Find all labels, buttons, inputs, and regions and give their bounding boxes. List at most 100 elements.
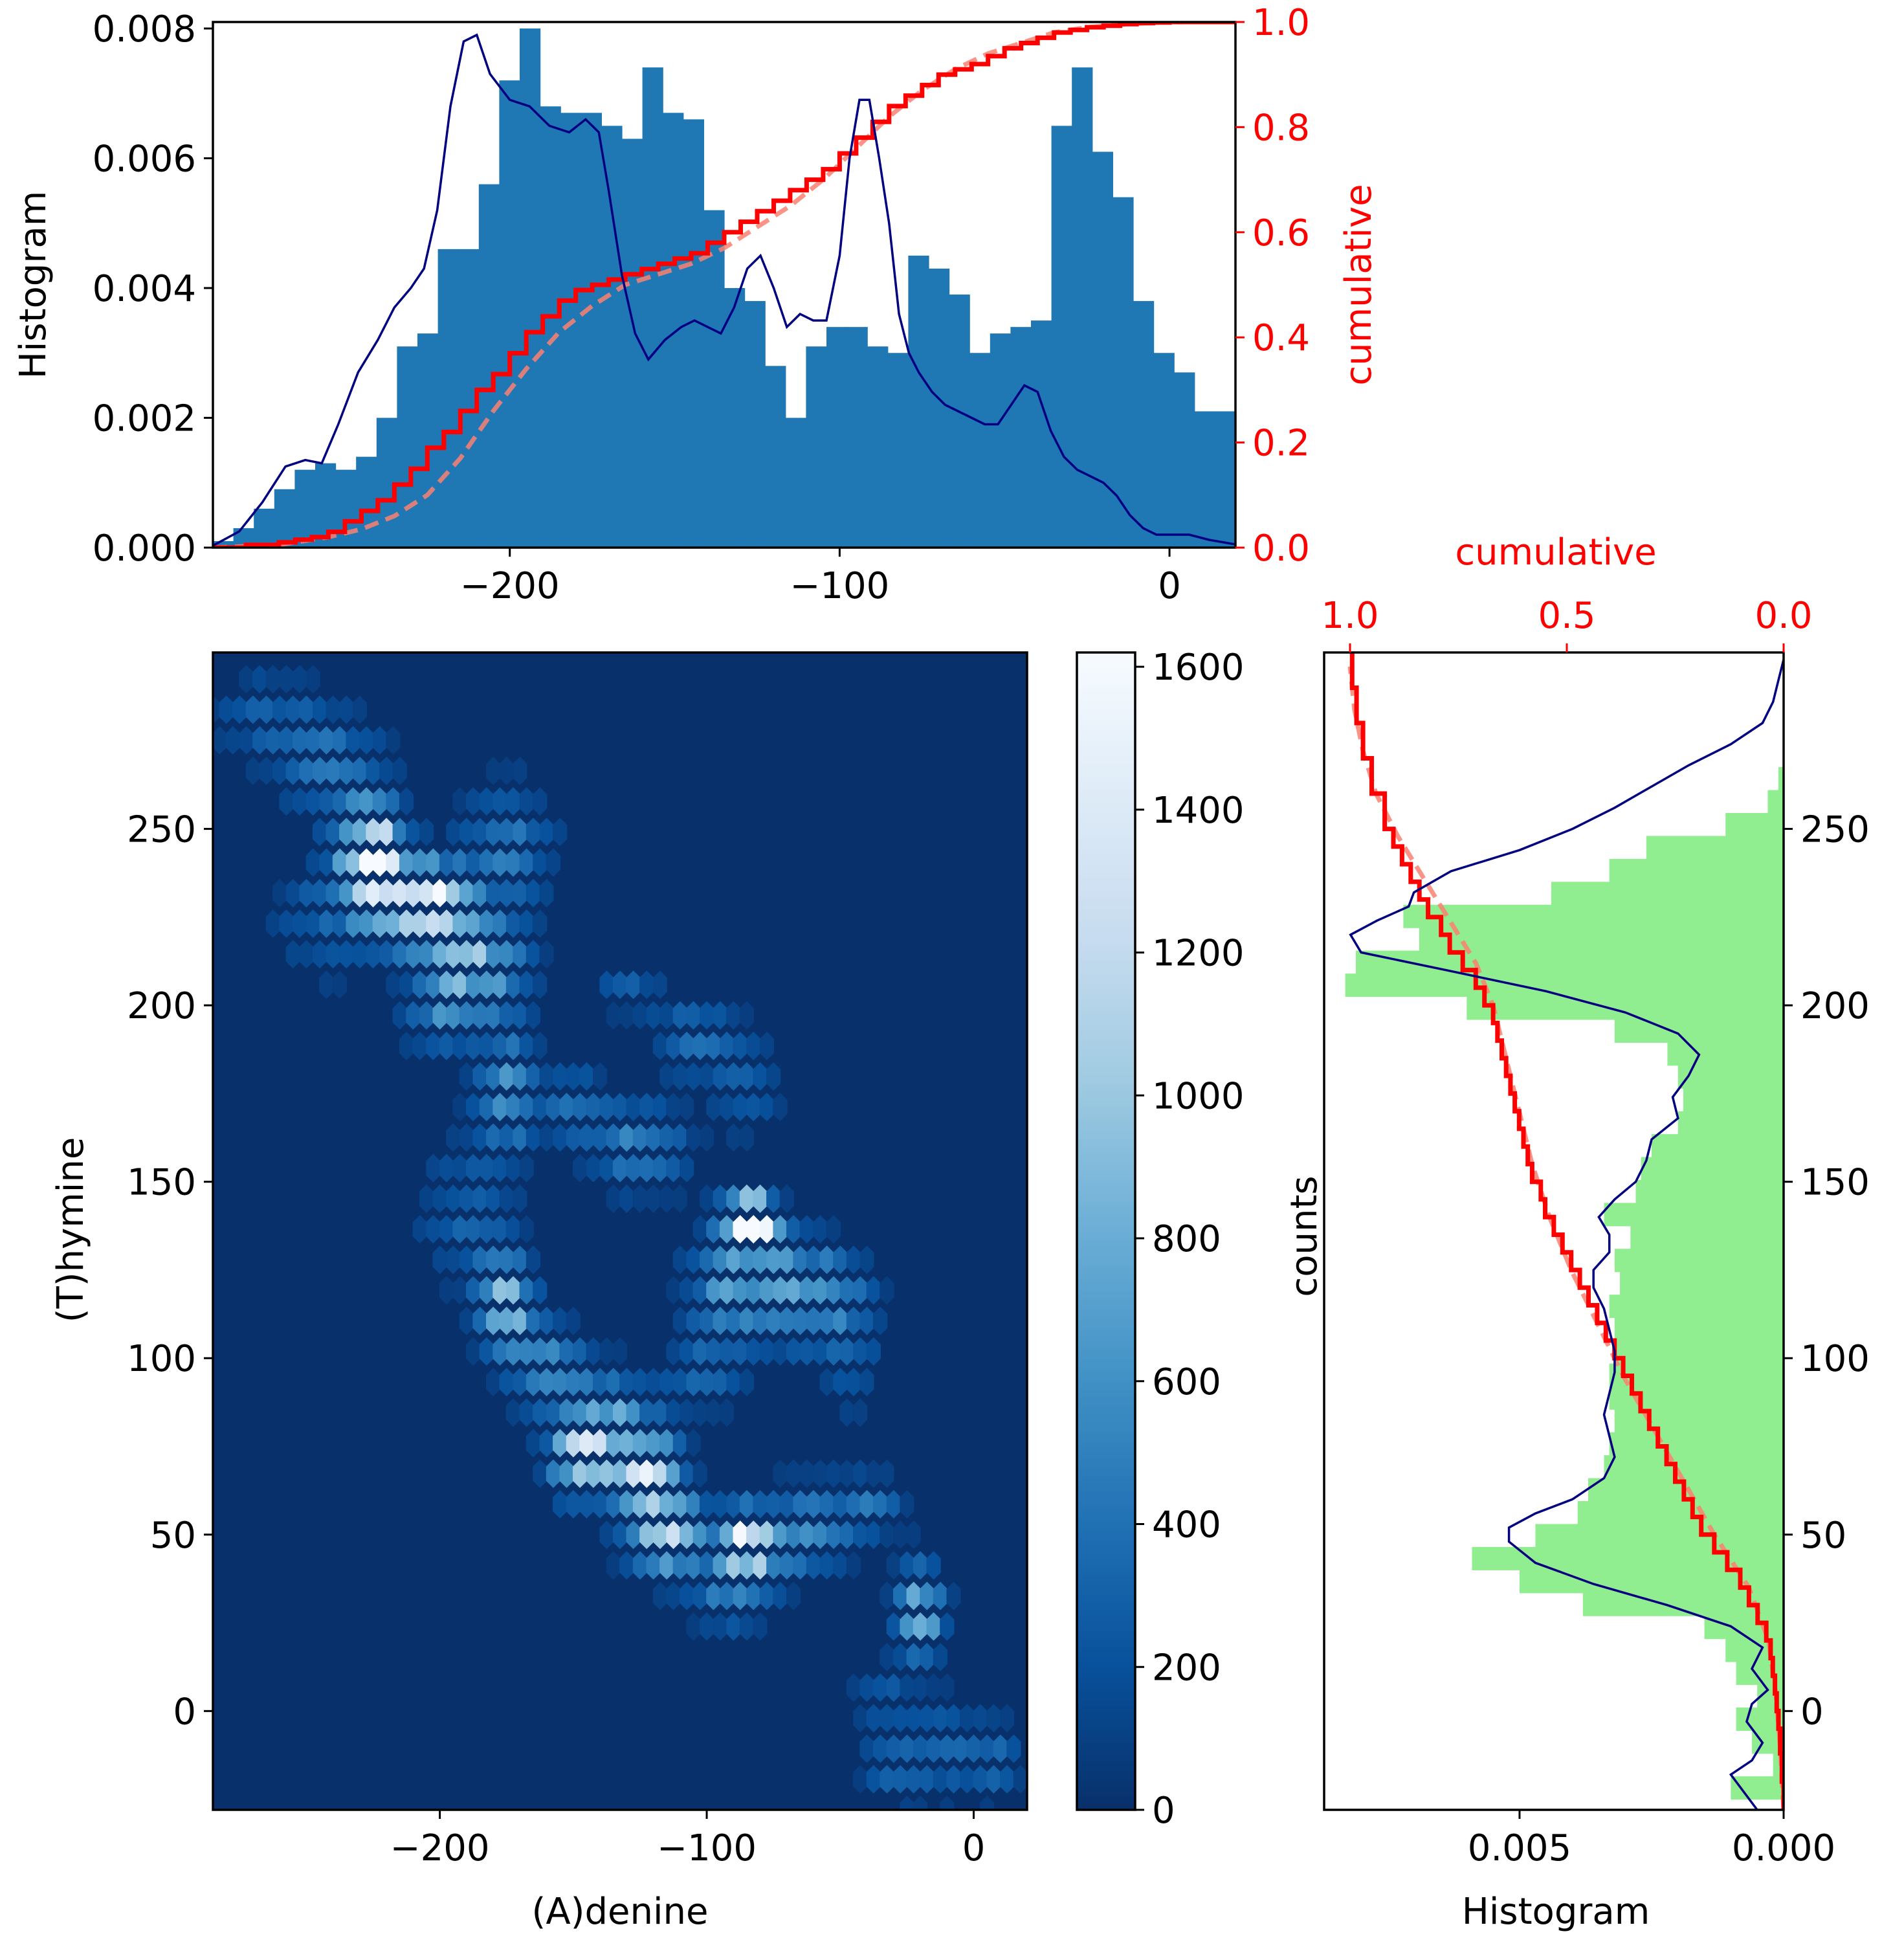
top-histogram-bar	[683, 119, 704, 548]
main-x-tick-label: −100	[657, 1827, 757, 1869]
top-histogram-bar	[908, 255, 929, 548]
right-histogram-bar	[1767, 790, 1784, 814]
colorbar-tick-label: 0	[1152, 1790, 1175, 1832]
right-top-x-tick-label: 0.5	[1538, 595, 1595, 637]
heatmap-cell	[686, 1429, 701, 1458]
heatmap-cell	[880, 1276, 894, 1305]
right-histogram-bar	[1609, 858, 1784, 882]
right-y-ticks: 0 50 100 150 200 250	[1784, 809, 1870, 1733]
right-histogram-bar	[1614, 1019, 1784, 1043]
top-axes-frame	[212, 21, 1237, 549]
heatmap-cell	[533, 1276, 548, 1305]
main-x-ticks: −200 −100 0	[390, 1810, 986, 1869]
main-y-tick-label: 150	[127, 1162, 196, 1204]
right-top-x-tick-label: 1.0	[1321, 595, 1378, 637]
top-histogram-bar	[642, 67, 663, 548]
top-histogram-bar	[949, 295, 970, 548]
colorbar-tick-label: 1400	[1152, 790, 1245, 832]
heatmap-cell	[539, 940, 554, 969]
top-histogram-bar	[1113, 197, 1134, 548]
right-y-tick-label: 50	[1800, 1515, 1846, 1557]
heatmap-cell	[519, 1215, 534, 1244]
right-y-tick-label: 100	[1800, 1338, 1870, 1380]
colorbar-gradient	[1077, 652, 1135, 1810]
heatmap-cell	[873, 1306, 888, 1335]
top-histogram-bar	[1194, 411, 1215, 548]
right-histogram-bar	[1577, 1501, 1784, 1525]
heatmap-cell	[926, 1551, 941, 1580]
heatmap-cell	[980, 1795, 995, 1810]
top-histogram-bar	[417, 333, 439, 548]
heatmap-cell	[672, 1184, 687, 1213]
main-x-tick-label: 0	[962, 1827, 986, 1869]
right-cumulative-lines	[1347, 652, 1784, 1810]
heatmap-cell	[526, 1245, 541, 1275]
heatmap-cell	[539, 878, 554, 908]
main-y-tick-label: 100	[127, 1338, 196, 1380]
top-histogram-bar	[1133, 301, 1155, 548]
heatmap-cell	[880, 1459, 894, 1488]
heatmap-cell	[900, 1489, 914, 1519]
heatmap-cell	[719, 1398, 735, 1427]
top-right-y-tick-label: 0.4	[1252, 317, 1310, 359]
right-histogram-bar	[1641, 1157, 1784, 1181]
top-y-axis-label: Histogram	[12, 191, 54, 379]
heatmap-cell	[1006, 1734, 1021, 1763]
heatmap-cell	[739, 1001, 754, 1030]
heatmap-cell	[739, 1123, 754, 1152]
main-y-ticks: 0 50 100 150 200 250	[127, 809, 213, 1733]
heatmap-cell	[826, 1215, 841, 1244]
top-x-tick-label: −100	[790, 565, 889, 607]
heatmap-cell	[1013, 1765, 1027, 1794]
colorbar-tick-label: 200	[1152, 1647, 1221, 1689]
right-top-x-axis-label: cumulative	[1455, 531, 1656, 574]
main-y-tick-label: 50	[150, 1515, 196, 1557]
heatmap-cell	[592, 1062, 608, 1091]
colorbar-ticks: 0 200 400 600 800 1000 1200 1400 1600	[1135, 647, 1245, 1832]
top-y-tick-label: 0.000	[93, 528, 196, 570]
heatmap-cell	[526, 1001, 541, 1030]
right-histogram-bar	[1614, 1249, 1784, 1273]
right-histogram-bar	[1467, 996, 1784, 1020]
top-histogram-bar	[581, 113, 602, 548]
main-axes-frame	[212, 651, 1028, 1811]
top-histogram-bar	[990, 333, 1011, 548]
top-histogram-bar	[1051, 126, 1072, 548]
right-histogram-bar	[1667, 1042, 1784, 1066]
heatmap-cell	[305, 665, 320, 694]
heatmap-cell	[513, 756, 527, 785]
top-y-tick-label: 0.006	[93, 139, 196, 181]
right-y-axis-label: counts	[1283, 1175, 1325, 1297]
top-histogram-bar	[847, 327, 868, 548]
heatmap-cell	[773, 1093, 788, 1122]
right-y-tick-label: 150	[1800, 1162, 1870, 1204]
top-histogram-bar	[744, 301, 766, 548]
top-histogram-bar	[806, 346, 827, 548]
right-kde-line	[1349, 659, 1784, 1810]
main-y-tick-label: 250	[127, 809, 196, 851]
top-histogram-bar	[724, 288, 746, 548]
right-histogram-bar	[1472, 1546, 1784, 1570]
right-histogram-bar	[1677, 1111, 1784, 1135]
heatmap-cell	[859, 1368, 874, 1397]
top-right-y-tick-label: 1.0	[1252, 2, 1310, 44]
right-top-x-ticks: 1.0 0.5 0.0	[1321, 595, 1813, 652]
top-histogram-bar	[703, 210, 725, 548]
right-histogram-panel: 0.005 0.000 1.0 0.5 0.0 0 50 100 150 200 250 His…	[1283, 531, 1870, 1933]
top-histogram-bar	[478, 184, 500, 548]
right-histogram-bar	[1778, 767, 1784, 791]
top-histogram-bar	[1215, 411, 1235, 548]
heatmap-cell	[739, 1368, 754, 1397]
right-histogram-bar	[1551, 882, 1784, 906]
right-histogram-bar	[1609, 1295, 1784, 1319]
heatmap-cell	[652, 970, 667, 999]
main-x-axis-label: (A)denine	[532, 1891, 709, 1933]
heatmap-cell	[533, 970, 548, 999]
top-y-tick-label: 0.008	[93, 8, 196, 50]
heatmap-cell	[866, 1337, 881, 1366]
main-x-tick-label: −200	[390, 1827, 490, 1869]
right-histogram-bar	[1614, 1340, 1784, 1364]
top-histogram-bar	[1031, 320, 1052, 548]
top-kde-line	[213, 33, 1235, 547]
heatmap-cell	[419, 818, 434, 847]
